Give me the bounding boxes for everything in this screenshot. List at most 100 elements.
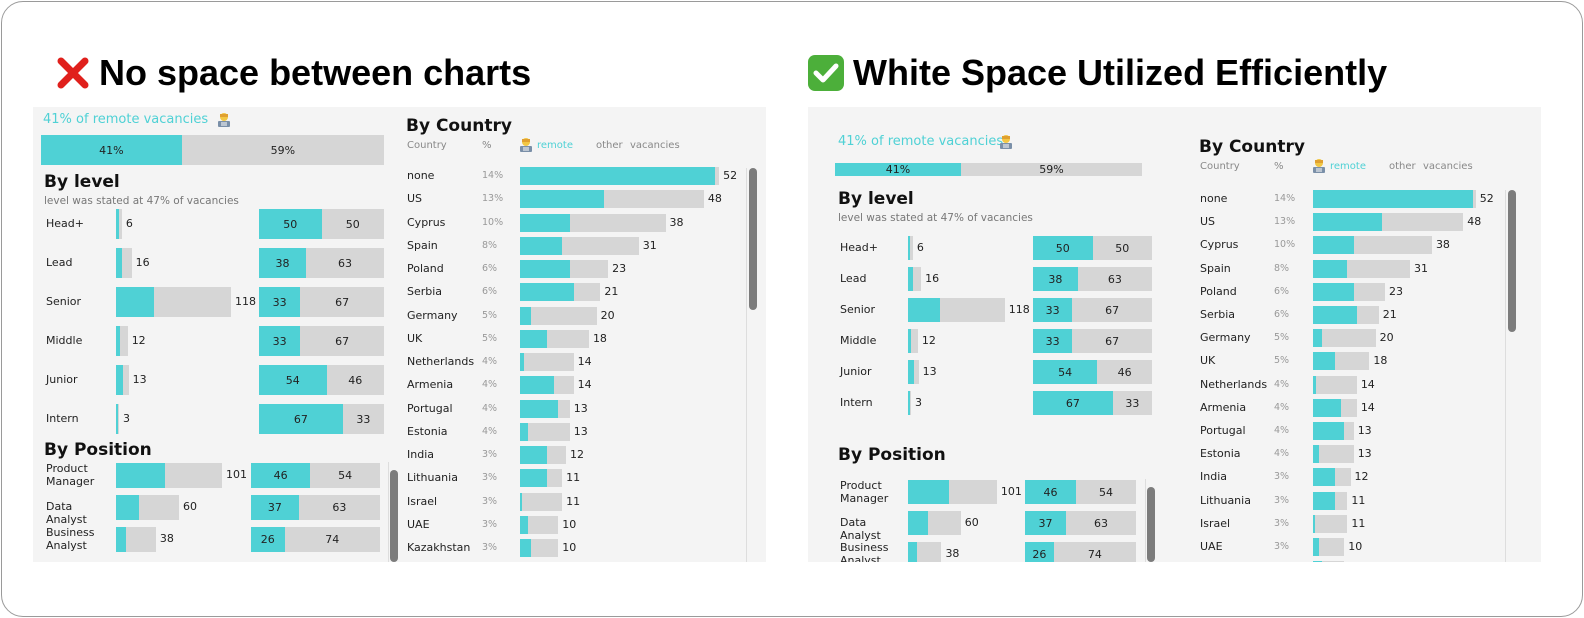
other-legend[interactable]: other <box>596 140 623 151</box>
remote-count-segment <box>908 236 911 260</box>
level-share-bar: 50 50 <box>259 209 384 239</box>
country-label: Cyprus <box>1200 238 1239 252</box>
country-share: 8% <box>482 239 498 251</box>
remote-share-segment: 38 <box>259 248 307 278</box>
country-bar <box>1313 329 1376 348</box>
country-share: 10% <box>482 216 504 228</box>
remote-count-segment <box>116 365 123 395</box>
remote-count-segment <box>1313 329 1323 348</box>
level-label: Lead <box>46 256 73 269</box>
technologist-icon <box>998 134 1014 154</box>
position-scrollbar[interactable] <box>1147 487 1155 562</box>
count-label: 14 <box>1360 377 1375 391</box>
country-share: 6% <box>1274 309 1290 320</box>
remote-count-segment <box>908 360 914 384</box>
remote-count-segment <box>520 469 547 488</box>
remote-count-segment <box>1313 561 1323 562</box>
level-share-bar: 50 50 <box>1033 236 1152 260</box>
country-label: UK <box>1200 354 1216 368</box>
count-label: 13 <box>573 424 588 438</box>
country-label: Armenia <box>407 378 454 392</box>
country-label: Serbia <box>407 285 443 299</box>
position-scrollbar-track <box>388 462 389 562</box>
remote-count-segment <box>116 248 122 278</box>
remote-legend[interactable]: remote <box>537 140 573 151</box>
country-scrollbar-track <box>746 168 747 562</box>
level-count-bar <box>908 391 911 415</box>
position-label: Business Analyst <box>46 526 95 552</box>
country-label: Spain <box>1200 261 1231 275</box>
level-count-bar <box>908 329 918 353</box>
position-count-bar <box>908 480 997 504</box>
country-scrollbar[interactable] <box>1508 190 1516 332</box>
level-count-bar <box>116 404 119 434</box>
country-bar <box>520 236 639 255</box>
remote-legend[interactable]: remote <box>1330 161 1366 172</box>
remote-count-segment <box>908 542 917 562</box>
count-label: 31 <box>642 238 657 252</box>
country-bar <box>520 283 601 302</box>
other-share-segment: 67 <box>335 334 350 348</box>
count-label: 20 <box>1379 331 1394 345</box>
country-share: 4% <box>1274 448 1290 460</box>
remote-count-segment <box>520 422 528 441</box>
remote-count-segment <box>1313 538 1320 556</box>
country-label: US <box>407 192 423 206</box>
count-label: 12 <box>1354 470 1369 484</box>
level-count-bar <box>908 360 919 384</box>
count-label: 14 <box>1360 400 1375 414</box>
country-share: 3% <box>1274 471 1290 483</box>
remote-count-segment <box>116 404 118 434</box>
country-bar <box>520 422 570 441</box>
remote-count-segment <box>908 329 912 353</box>
country-share: 6% <box>482 286 498 298</box>
other-share-segment: 33 <box>1125 396 1140 410</box>
position-scrollbar-track <box>1145 479 1146 562</box>
position-scrollbar[interactable] <box>390 470 398 562</box>
other-share-segment: 46 <box>348 373 363 387</box>
country-title: By Country <box>406 116 512 136</box>
country-label: Portugal <box>1200 424 1246 437</box>
count-label: 6 <box>916 241 924 254</box>
remote-share-segment: 26 <box>251 526 285 552</box>
other-share-segment: 59% <box>1039 163 1064 176</box>
country-scrollbar[interactable] <box>749 168 757 310</box>
level-label: Senior <box>46 295 82 308</box>
count-label: 118 <box>1008 303 1030 316</box>
position-share-bar: 26 74 <box>1025 542 1136 562</box>
country-label: none <box>1200 192 1228 205</box>
country-label: Cyprus <box>407 215 446 229</box>
count-label: 38 <box>945 547 960 560</box>
technologist-icon <box>518 137 534 157</box>
country-share: 3% <box>482 472 498 484</box>
remote-share-title: 41% of remote vacancies <box>838 134 1004 149</box>
count-label: 52 <box>723 169 738 182</box>
country-bar <box>520 539 559 557</box>
country-share: 3% <box>482 542 498 553</box>
remote-count-segment <box>520 260 570 278</box>
count-label: 3 <box>915 396 922 409</box>
remote-count-segment <box>520 399 559 418</box>
vacancies-legend: vacancies <box>1423 161 1473 172</box>
remote-share-segment: 50 <box>1033 236 1093 260</box>
country-share: 4% <box>482 356 498 367</box>
country-label: Spain <box>407 238 438 252</box>
position-count-bar <box>116 494 179 520</box>
level-share-bar: 33 67 <box>1033 298 1152 322</box>
other-legend[interactable]: other <box>1389 161 1416 172</box>
level-count-bar <box>116 209 122 239</box>
level-title: By level <box>44 172 120 192</box>
remote-count-segment <box>116 526 127 552</box>
count-label: 10 <box>562 541 577 554</box>
count-label: 38 <box>1435 238 1450 252</box>
other-share-segment: 54 <box>1099 485 1114 499</box>
remote-count-segment <box>520 306 532 325</box>
remote-count-segment <box>908 267 913 291</box>
level-label: Head+ <box>840 241 878 254</box>
other-share-segment: 63 <box>1107 272 1122 286</box>
remote-count-segment <box>116 287 154 317</box>
count-label: 23 <box>612 262 627 275</box>
red-cross-mark-icon <box>57 57 89 89</box>
country-bar <box>1313 352 1370 371</box>
remote-count-segment <box>520 446 547 464</box>
